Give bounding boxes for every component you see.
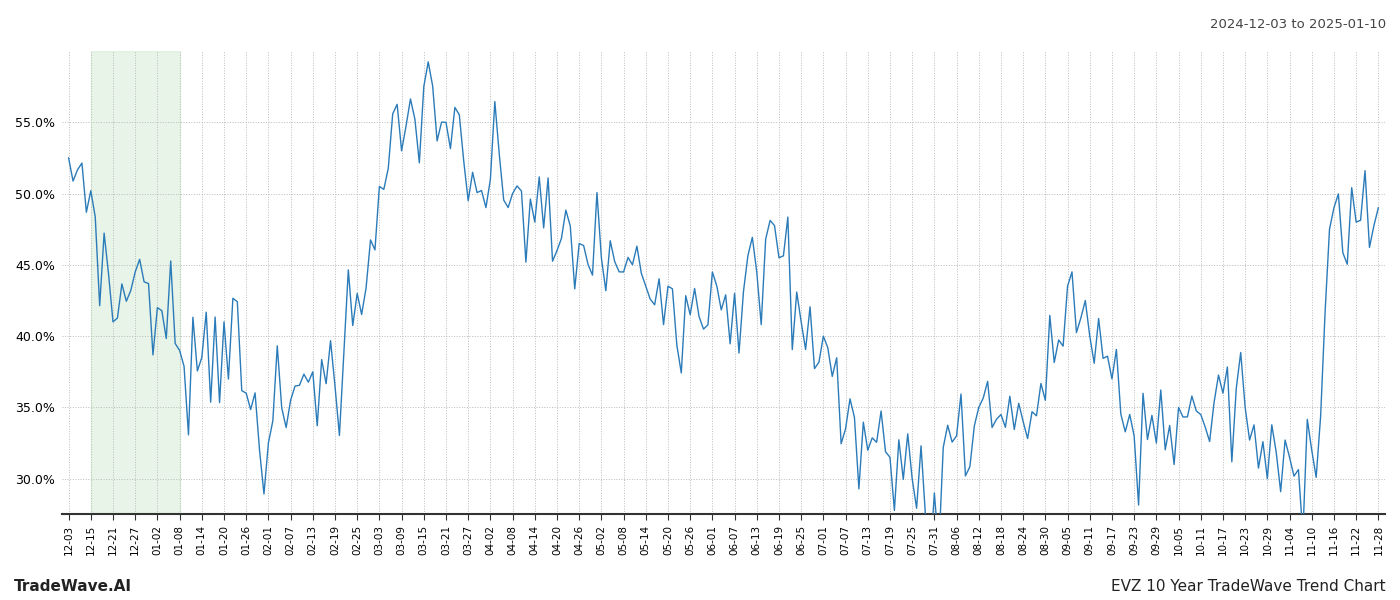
Text: TradeWave.AI: TradeWave.AI <box>14 579 132 594</box>
Bar <box>91 51 179 514</box>
Text: 2024-12-03 to 2025-01-10: 2024-12-03 to 2025-01-10 <box>1210 18 1386 31</box>
Text: EVZ 10 Year TradeWave Trend Chart: EVZ 10 Year TradeWave Trend Chart <box>1112 579 1386 594</box>
